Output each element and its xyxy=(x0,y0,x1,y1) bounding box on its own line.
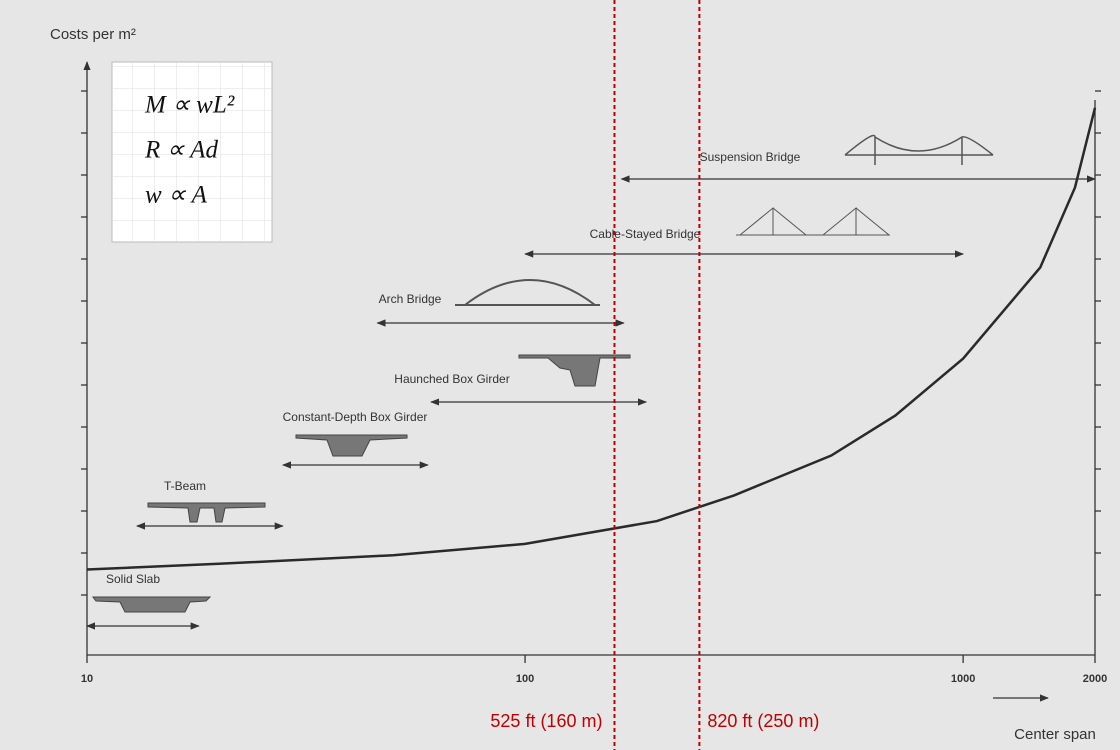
formula-grid xyxy=(112,62,272,242)
cost-curve xyxy=(86,107,1097,571)
formula-box: M ∝ wL² R ∝ Ad w ∝ A xyxy=(111,61,273,243)
span-label: Cable-Stayed Bridge xyxy=(590,227,701,241)
span-label: Solid Slab xyxy=(106,572,160,586)
formula: w ∝ A xyxy=(145,182,208,209)
slab-icon xyxy=(92,596,212,613)
marker-label: 820 ft (250 m) xyxy=(707,711,819,731)
tbeam-icon xyxy=(147,502,266,523)
box-icon xyxy=(295,434,408,457)
marker-label: 525 ft (160 m) xyxy=(490,711,602,731)
suspension-icon xyxy=(844,134,994,165)
x-tick-label: 10 xyxy=(81,673,93,685)
haunched-icon xyxy=(518,354,631,387)
x-tick-label: 2000 xyxy=(1083,673,1107,685)
arch-icon xyxy=(455,279,600,306)
span-label: Arch Bridge xyxy=(379,292,442,306)
span-label: T-Beam xyxy=(164,479,206,493)
y-axis-label: Costs per m² xyxy=(50,26,136,43)
formula: M ∝ wL² xyxy=(144,92,235,119)
formula: R ∝ Ad xyxy=(144,137,218,164)
x-tick-label: 1000 xyxy=(951,673,975,685)
x-axis-label: Center span xyxy=(1014,726,1096,743)
span-label: Suspension Bridge xyxy=(700,150,801,164)
span-label: Haunched Box Girder xyxy=(394,372,509,386)
span-label: Constant-Depth Box Girder xyxy=(283,410,428,424)
bridge-icons xyxy=(92,134,994,613)
x-tick-label: 100 xyxy=(516,673,534,685)
cable-icon xyxy=(736,206,890,236)
